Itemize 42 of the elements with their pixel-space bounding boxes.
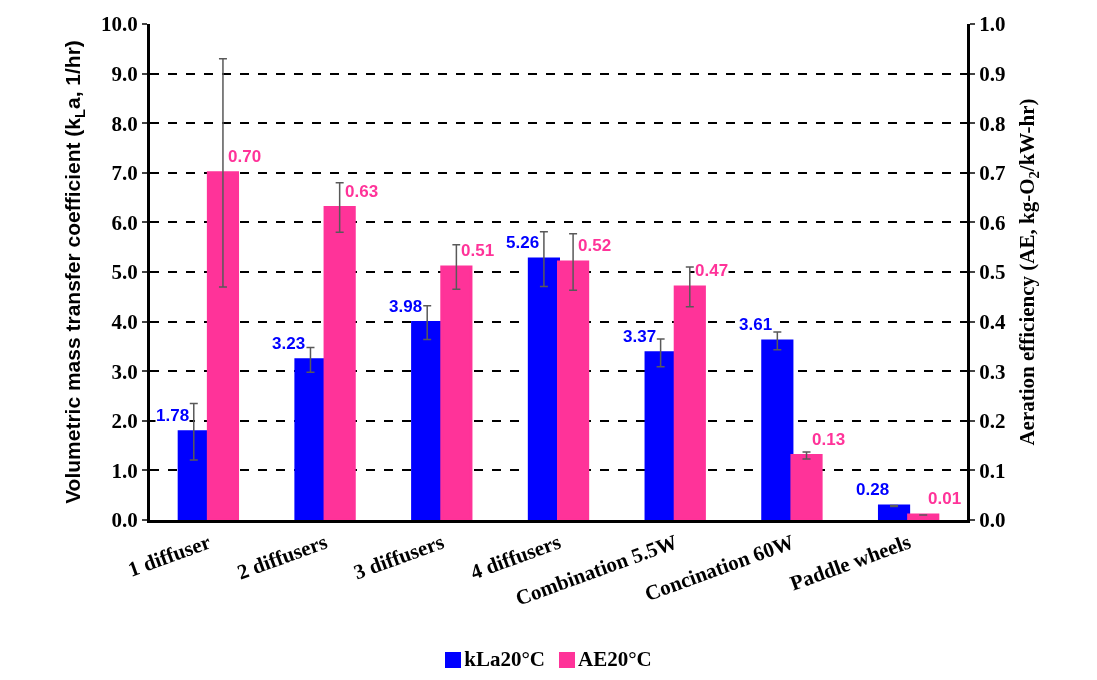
data-label: 1.78	[156, 406, 190, 425]
legend-label: AE20°C	[578, 647, 652, 672]
y2-tick-label: 0.3	[979, 359, 1006, 384]
data-label: 3.37	[623, 327, 657, 346]
data-label: 0.28	[856, 480, 890, 499]
bar	[877, 504, 911, 520]
x-tick-label: 3 diffusers	[350, 529, 448, 585]
y-tick-label: 5.0	[111, 260, 138, 285]
y2-tick-label: 0.1	[979, 458, 1006, 483]
y-tick-label: 6.0	[111, 210, 138, 235]
y-tick-label: 3.0	[111, 359, 138, 384]
data-label: 3.98	[389, 297, 423, 316]
x-tick-label: 2 diffusers	[233, 529, 331, 585]
data-label: 0.70	[228, 147, 262, 166]
data-label: 0.63	[345, 182, 379, 201]
y2-tick-label: 0.8	[979, 111, 1006, 136]
bar	[761, 339, 794, 520]
y2-tick-label: 0.6	[979, 210, 1006, 235]
data-label: 0.52	[578, 236, 612, 255]
y2-tick-label: 0.0	[979, 508, 1006, 533]
y2-tick-label: 0.2	[979, 409, 1006, 434]
y-tick-label: 4.0	[111, 309, 138, 334]
data-label: 0.51	[461, 241, 495, 260]
y-tick-label: 7.0	[111, 161, 138, 186]
data-label: 3.23	[272, 334, 306, 353]
legend-label: kLa20°C	[464, 647, 545, 672]
y2-tick-label: 0.9	[979, 61, 1006, 86]
y-tick-label: 8.0	[111, 111, 138, 136]
y-tick-label: 2.0	[111, 409, 138, 434]
bar	[206, 171, 240, 520]
y-tick-label: 1.0	[111, 458, 138, 483]
y-tick-label: 10.0	[101, 12, 138, 37]
data-label: 5.26	[506, 233, 540, 252]
y2-tick-label: 0.5	[979, 260, 1006, 285]
data-label: 3.61	[739, 315, 773, 334]
y-tick-label: 9.0	[111, 61, 138, 86]
y2-tick-label: 1.0	[979, 12, 1006, 37]
data-label: 0.01	[928, 489, 962, 508]
data-label: 0.13	[812, 430, 846, 449]
y2-tick-label: 0.4	[979, 309, 1006, 334]
data-label: 0.47	[695, 261, 729, 280]
y2-tick-label: 0.7	[979, 161, 1006, 186]
